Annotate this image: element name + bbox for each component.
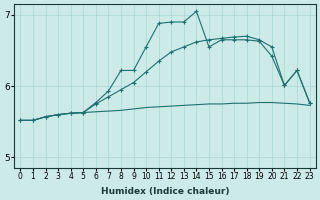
X-axis label: Humidex (Indice chaleur): Humidex (Indice chaleur) (101, 187, 229, 196)
